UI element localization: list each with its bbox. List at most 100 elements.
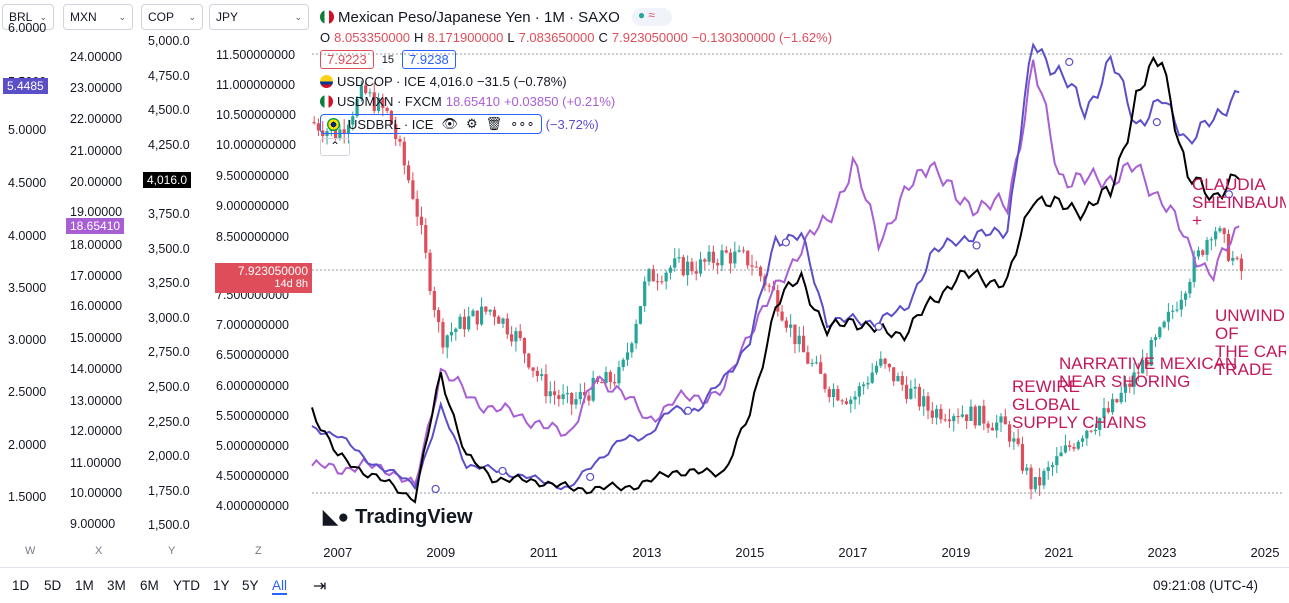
mxn-tick-label: 21.00000 xyxy=(70,144,123,158)
eye-icon[interactable]: 👁 xyxy=(441,116,458,131)
candle-body xyxy=(1209,239,1213,241)
timeframe-6m[interactable]: 6M xyxy=(140,578,159,593)
event-marker[interactable] xyxy=(1224,190,1234,199)
candle-body xyxy=(1153,337,1158,340)
mxn-tick-label: 10.00000 xyxy=(70,486,123,500)
candle-body xyxy=(428,252,432,292)
mxn-tick-label: 24.00000 xyxy=(70,50,123,64)
brl-axis-selector[interactable]: BRL ⌄ xyxy=(2,4,54,30)
event-marker[interactable] xyxy=(498,466,507,476)
cop-axis-selector[interactable]: COP ⌄ xyxy=(141,4,203,30)
candle-body xyxy=(977,405,982,426)
trash-icon[interactable]: 🗑 xyxy=(485,116,503,131)
sell-button[interactable]: 7.9223 xyxy=(320,50,374,69)
timeframe-all[interactable]: All xyxy=(272,578,288,595)
timeframe-1m[interactable]: 1M xyxy=(75,578,94,593)
candle-body xyxy=(1025,467,1029,471)
cop-series-name[interactable]: USDCOP · ICE xyxy=(337,74,426,89)
mxn-series-value: 18.65410 xyxy=(445,94,500,109)
ohlc-close-label: C xyxy=(598,30,608,45)
mxn-tick-label: 15.00000 xyxy=(70,331,123,345)
candle-body xyxy=(1123,383,1128,393)
candle-body xyxy=(1214,231,1218,240)
candle-body xyxy=(746,250,750,266)
candle-body xyxy=(316,123,321,131)
cop-tick-label: 2,000.0 xyxy=(148,449,190,463)
collapse-legend-button[interactable]: ⌃ xyxy=(320,138,350,156)
event-marker[interactable] xyxy=(431,484,440,494)
candle-body xyxy=(617,367,621,384)
brl-series-toolbar[interactable]: USDBRL · ICE 👁 ⚙ 🗑 ∘∘∘ xyxy=(320,114,542,134)
timeframe-1d[interactable]: 1D xyxy=(12,578,30,593)
candle-body xyxy=(814,362,819,364)
chevron-down-icon: ⌄ xyxy=(118,11,126,22)
jpy-tick-label: 8.500000000 xyxy=(216,230,289,244)
candle-body xyxy=(694,271,698,274)
candle-body xyxy=(973,406,977,426)
jpy-tick-label: 11.000000000 xyxy=(216,78,296,92)
brl-tick-label: 4.5000 xyxy=(8,176,47,190)
candle-body xyxy=(1007,424,1012,442)
timeframe-5y[interactable]: 5Y xyxy=(242,578,259,593)
timeframe-1y[interactable]: 1Y xyxy=(213,578,230,593)
annotation-line: OF xyxy=(1215,324,1239,343)
annotation-text[interactable]: CLAUDIA SHEINBAUM + xyxy=(1192,176,1286,230)
candle-body xyxy=(346,124,351,134)
event-marker[interactable] xyxy=(683,406,693,415)
cop-tick-label: 3,250.0 xyxy=(148,276,190,290)
candle-body xyxy=(1042,470,1046,486)
annotation-line: CLAUDIA xyxy=(1192,176,1266,194)
mxn-tick-label: 11.00000 xyxy=(70,456,122,470)
candle-body xyxy=(634,323,638,344)
timeframe-3m[interactable]: 3M xyxy=(107,578,126,593)
candle-body xyxy=(995,422,999,431)
event-marker[interactable] xyxy=(972,241,981,250)
jpy-tick-label: 10.000000000 xyxy=(216,138,296,152)
annotation-line: THE CARRY xyxy=(1215,342,1286,361)
candle-body xyxy=(1136,372,1140,374)
clock[interactable]: 09:21:08 (UTC-4) xyxy=(1153,578,1259,593)
cop-tick-label: 3,000.0 xyxy=(148,311,190,325)
ohlc-change: −0.130300000 (−1.62%) xyxy=(691,30,833,45)
event-marker[interactable] xyxy=(781,238,791,247)
main-symbol-title[interactable]: Mexican Peso/Japanese Yen · 1M · SAXO xyxy=(338,8,620,26)
jpy-axis-selector[interactable]: JPY ⌄ xyxy=(209,4,309,30)
candle-body xyxy=(394,124,398,140)
candle-body xyxy=(1222,228,1226,234)
event-marker[interactable] xyxy=(1152,118,1161,127)
mxn-axis-selector[interactable]: MXN ⌄ xyxy=(63,4,133,30)
candle-body xyxy=(836,389,840,401)
event-marker[interactable] xyxy=(586,472,595,482)
timeframe-ytd[interactable]: YTD xyxy=(173,578,200,593)
more-icon[interactable]: ∘∘∘ xyxy=(510,116,535,131)
candle-body xyxy=(758,267,763,277)
event-marker[interactable] xyxy=(1065,57,1074,67)
cop-tick-label: 4,250.0 xyxy=(148,138,190,152)
candle-body xyxy=(716,262,720,266)
mxn-series-name[interactable]: USDMXN · FXCM xyxy=(337,94,442,109)
candle-body xyxy=(406,165,411,181)
candle-body xyxy=(475,310,479,325)
ohlc-open: 8.053350000 xyxy=(334,30,411,45)
timeframe-5d[interactable]: 5D xyxy=(44,578,62,593)
mxn-axis-label: MXN xyxy=(70,10,97,24)
annotation-text[interactable]: NARRATIVE MEXICAN NEAR SHORING xyxy=(1059,355,1286,391)
settings-icon[interactable]: ⚙ xyxy=(466,116,478,131)
candle-body xyxy=(621,359,625,368)
date-range-icon[interactable]: ⇥ xyxy=(313,578,327,595)
x-tick-label: 2023 xyxy=(1148,545,1177,560)
candle-body xyxy=(364,85,368,94)
event-marker[interactable] xyxy=(874,322,883,331)
buy-button[interactable]: 7.9238 xyxy=(402,50,456,69)
candle-body xyxy=(355,98,359,117)
cop-tick-label: 1,500.0 xyxy=(148,518,190,532)
jpy-axis-label: JPY xyxy=(216,10,239,24)
axis-letter-x: X xyxy=(95,545,103,557)
candle-body xyxy=(437,310,441,323)
candle-body xyxy=(707,251,711,262)
annotation-text[interactable]: REWIRE GLOBAL SUPPLY CHAINS xyxy=(1012,378,1286,432)
candle-body xyxy=(965,414,969,422)
brl-series-name[interactable]: USDBRL · ICE xyxy=(348,116,434,132)
